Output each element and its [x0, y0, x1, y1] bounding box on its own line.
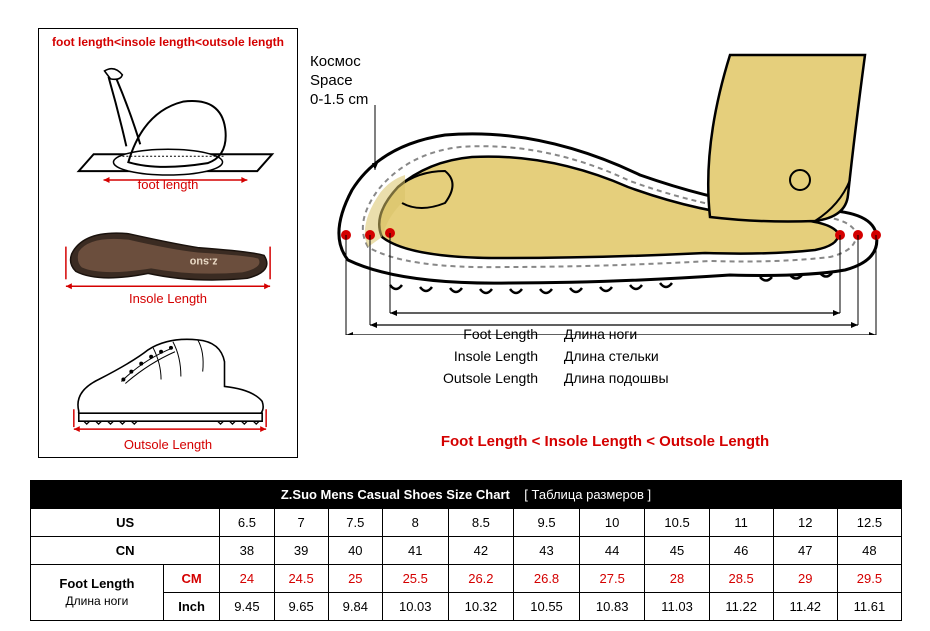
cell: 6.5: [220, 509, 274, 537]
outsole-diagram: [54, 324, 282, 439]
cell: 24: [220, 565, 274, 593]
row-label-cm: CM: [163, 565, 219, 593]
left-panel-header: foot length<insole length<outsole length: [39, 35, 297, 49]
shoe-cross-section: [310, 35, 900, 335]
size-chart-title: Z.Suo Mens Casual Shoes Size Chart: [281, 487, 510, 502]
cell: 10.83: [579, 593, 645, 621]
cell: 29: [773, 565, 837, 593]
cell: 24.5: [274, 565, 328, 593]
cell: 9.65: [274, 593, 328, 621]
cell: 8.5: [448, 509, 514, 537]
cell: 25.5: [382, 565, 448, 593]
row-us: US 6.5 7 7.5 8 8.5 9.5 10 10.5 11 12 12.…: [31, 509, 902, 537]
length-formula: Foot Length < Insole Length < Outsole Le…: [310, 433, 900, 450]
length-row-foot: Foot Length Длина ноги: [310, 326, 900, 342]
cell: 29.5: [837, 565, 901, 593]
cell: 9.84: [328, 593, 382, 621]
length-row-outsole: Outsole Length Длина подошвы: [310, 370, 900, 386]
row-label-us: US: [31, 509, 220, 537]
row-cm: Foot Length Длина ноги CM 24 24.5 25 25.…: [31, 565, 902, 593]
length-en: Foot Length: [310, 326, 560, 342]
insole-length-label: Insole Length: [39, 291, 297, 306]
cell: 12: [773, 509, 837, 537]
cell: 38: [220, 537, 274, 565]
cell: 26.8: [514, 565, 580, 593]
row-label-cn: CN: [31, 537, 220, 565]
length-en: Outsole Length: [310, 370, 560, 386]
cell: 10.55: [514, 593, 580, 621]
cell: 11.42: [773, 593, 837, 621]
footlength-ru: Длина ноги: [66, 594, 129, 608]
cell: 43: [514, 537, 580, 565]
cell: 11: [709, 509, 773, 537]
cell: 12.5: [837, 509, 901, 537]
size-chart-title-ru: [ Таблица размеров ]: [524, 487, 651, 502]
row-label-inch: Inch: [163, 593, 219, 621]
cell: 11.22: [709, 593, 773, 621]
cell: 11.03: [645, 593, 709, 621]
cell: 46: [709, 537, 773, 565]
cell: 47: [773, 537, 837, 565]
insole-diagram: z.suo: [54, 214, 282, 299]
length-legend: Foot Length Длина ноги Insole Length Дли…: [310, 320, 900, 386]
cell: 7.5: [328, 509, 382, 537]
cell: 9.5: [514, 509, 580, 537]
row-cn: CN 38 39 40 41 42 43 44 45 46 47 48: [31, 537, 902, 565]
footlength-en: Foot Length: [59, 576, 134, 591]
cell: 27.5: [579, 565, 645, 593]
cell: 8: [382, 509, 448, 537]
left-reference-panel: foot length<insole length<outsole length…: [38, 28, 298, 458]
cell: 48: [837, 537, 901, 565]
cell: 26.2: [448, 565, 514, 593]
cell: 44: [579, 537, 645, 565]
cell: 39: [274, 537, 328, 565]
length-row-insole: Insole Length Длина стельки: [310, 348, 900, 364]
cell: 25: [328, 565, 382, 593]
length-ru: Длина стельки: [564, 348, 659, 364]
cell: 42: [448, 537, 514, 565]
cell: 10.5: [645, 509, 709, 537]
cell: 10: [579, 509, 645, 537]
cell: 10.03: [382, 593, 448, 621]
length-ru: Длина ноги: [564, 326, 637, 342]
foot-length-label: foot length: [39, 177, 297, 192]
size-chart-table: Z.Suo Mens Casual Shoes Size Chart [ Таб…: [30, 480, 902, 621]
cell: 45: [645, 537, 709, 565]
cell: 7: [274, 509, 328, 537]
cell: 28.5: [709, 565, 773, 593]
cell: 11.61: [837, 593, 901, 621]
row-label-footlength: Foot Length Длина ноги: [31, 565, 164, 621]
main-shoe-diagram: Космос Space 0-1.5 cm: [310, 25, 900, 465]
cell: 9.45: [220, 593, 274, 621]
cell: 28: [645, 565, 709, 593]
cell: 10.32: [448, 593, 514, 621]
cell: 40: [328, 537, 382, 565]
foot-length-diagram: [49, 49, 287, 194]
cell: 41: [382, 537, 448, 565]
size-chart-title-cell: Z.Suo Mens Casual Shoes Size Chart [ Таб…: [31, 481, 902, 509]
outsole-length-label: Outsole Length: [39, 437, 297, 452]
length-en: Insole Length: [310, 348, 560, 364]
svg-text:z.suo: z.suo: [189, 255, 217, 267]
length-ru: Длина подошвы: [564, 370, 669, 386]
